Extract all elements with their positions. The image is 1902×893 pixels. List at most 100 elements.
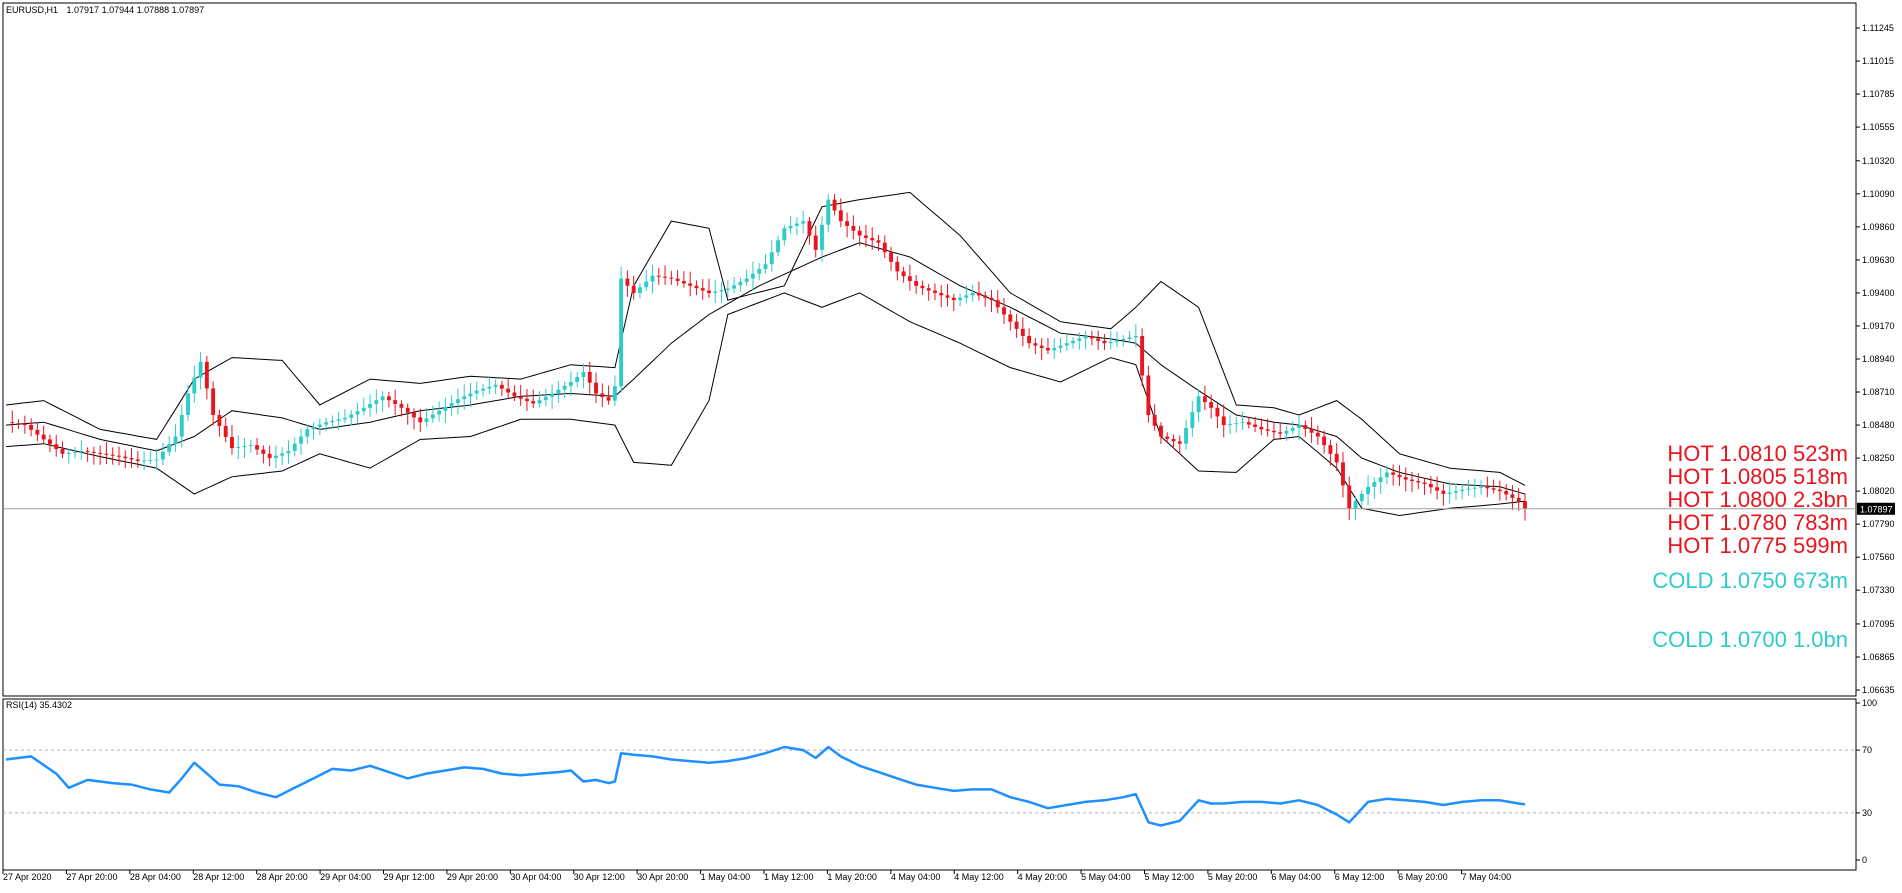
candle xyxy=(324,417,329,432)
candle xyxy=(838,198,843,228)
price-axis[interactable]: 1.11245 1.11015 1.10785 1.10555 1.10320 1.100… xyxy=(1856,23,1895,695)
candle xyxy=(54,434,59,457)
time-tick-label: 7 May 04:00 xyxy=(1462,872,1512,882)
price-tick-label: 1.07790 xyxy=(1862,519,1895,529)
candle xyxy=(1121,335,1126,347)
time-axis[interactable]: 27 Apr 2020 27 Apr 20:00 28 Apr 04:00 28 Ap… xyxy=(2,870,1512,882)
candle xyxy=(1422,478,1427,495)
candle xyxy=(160,442,165,466)
candle xyxy=(983,291,988,307)
candle xyxy=(1096,330,1101,350)
candle xyxy=(1341,451,1345,498)
time-tick-label: 1 May 04:00 xyxy=(701,872,751,882)
candle xyxy=(292,437,297,457)
candle xyxy=(1133,324,1138,348)
candle xyxy=(242,437,247,458)
candle xyxy=(851,215,856,240)
time-tick-label: 27 Apr 2020 xyxy=(3,872,52,882)
candle xyxy=(1240,411,1245,430)
candle xyxy=(418,408,423,432)
candle xyxy=(129,447,134,468)
time-tick-label: 4 May 04:00 xyxy=(891,872,941,882)
candle xyxy=(1171,434,1176,449)
candle xyxy=(223,417,228,443)
candle xyxy=(98,445,103,465)
price-tick-label: 1.09170 xyxy=(1862,321,1895,331)
candle xyxy=(1366,475,1371,505)
candle xyxy=(1372,477,1377,499)
candle xyxy=(638,283,642,299)
candle xyxy=(945,283,950,307)
candle xyxy=(1523,493,1527,521)
time-tick-label: 30 Apr 04:00 xyxy=(510,872,561,882)
candle xyxy=(556,381,561,404)
candle xyxy=(167,436,172,456)
candle xyxy=(587,361,592,394)
time-tick-label: 30 Apr 20:00 xyxy=(637,872,688,882)
candle xyxy=(73,446,77,459)
candle xyxy=(964,285,969,304)
candle xyxy=(738,277,743,292)
candle xyxy=(794,217,799,236)
rsi-axis[interactable]: 100 70 30 0 xyxy=(1856,698,1877,865)
candle xyxy=(248,439,253,453)
candle xyxy=(1454,483,1458,500)
candle xyxy=(148,451,153,465)
hot-level: HOT 1.0810 523m xyxy=(1667,441,1848,466)
candle xyxy=(179,404,184,448)
candle xyxy=(487,377,492,395)
price-tick-label: 1.09400 xyxy=(1862,288,1895,298)
candle xyxy=(820,216,824,262)
time-tick-label: 5 May 12:00 xyxy=(1145,872,1195,882)
candle xyxy=(663,265,668,285)
candle xyxy=(273,445,278,469)
candle xyxy=(1322,430,1327,454)
bollinger-lower-band xyxy=(5,292,1526,517)
candle xyxy=(1435,476,1440,500)
candle xyxy=(1315,425,1320,445)
rsi-panel-frame xyxy=(2,698,1857,871)
candle xyxy=(104,442,109,465)
candle xyxy=(29,418,34,437)
candle xyxy=(550,384,555,409)
candle xyxy=(531,389,536,409)
candle xyxy=(66,448,71,464)
candle xyxy=(1290,421,1295,435)
rsi-line xyxy=(5,745,1526,827)
candle xyxy=(173,424,178,453)
candle xyxy=(22,415,27,434)
candle xyxy=(801,210,806,234)
candle xyxy=(1403,467,1408,492)
candle xyxy=(688,271,693,297)
rsi-tick-label: 30 xyxy=(1862,808,1872,818)
candle xyxy=(625,270,630,298)
time-tick-label: 1 May 12:00 xyxy=(764,872,814,882)
candle xyxy=(650,264,655,294)
candle xyxy=(926,283,931,301)
liquidity-levels: HOT 1.0810 523m HOT 1.0805 518m HOT 1.08… xyxy=(1652,441,1848,652)
candle xyxy=(47,434,52,453)
rsi-header: RSI(14) 35.4302 xyxy=(6,700,72,710)
candle xyxy=(455,388,460,415)
price-tick-label: 1.08480 xyxy=(1862,420,1895,430)
candles-layer xyxy=(10,194,1527,521)
hot-level: HOT 1.0780 783m xyxy=(1667,510,1848,535)
candle xyxy=(631,275,636,300)
candle xyxy=(361,397,366,416)
candle xyxy=(1353,495,1358,520)
candle xyxy=(826,194,831,233)
candle xyxy=(1516,488,1521,511)
candle xyxy=(694,280,699,296)
candle xyxy=(198,352,203,390)
candle xyxy=(1058,337,1063,353)
main-panel-frame xyxy=(2,2,1857,697)
time-tick-label: 6 May 12:00 xyxy=(1335,872,1385,882)
time-tick-label: 27 Apr 20:00 xyxy=(66,872,117,882)
candle xyxy=(430,405,435,423)
candle xyxy=(305,424,310,444)
candle xyxy=(1460,483,1465,500)
candle xyxy=(518,384,523,406)
candle xyxy=(286,440,291,464)
